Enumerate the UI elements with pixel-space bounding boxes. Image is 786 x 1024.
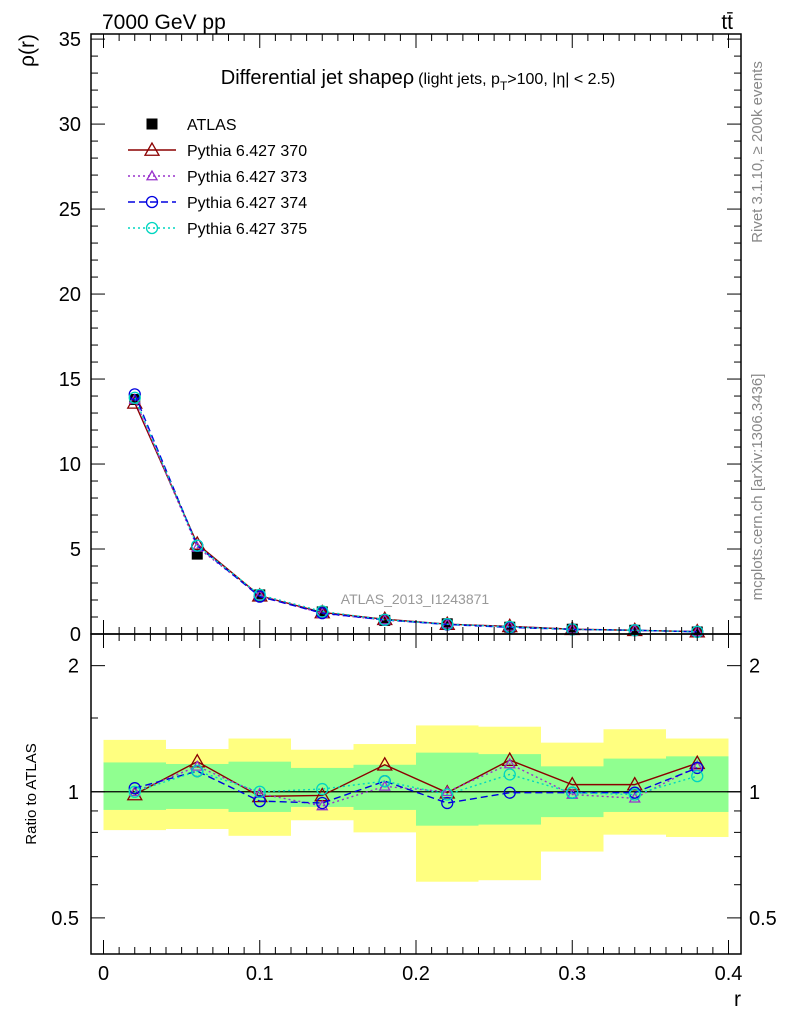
main-ylabel: ρ(r): [16, 34, 39, 67]
x-tick-label: 0.2: [402, 963, 430, 985]
ratio-pythia-6-427-373-point-6: [503, 757, 516, 769]
ratio-pythia-6-427-375-point-7: [566, 786, 579, 799]
ratio-pythia-6-427-370-point-8: [626, 776, 643, 791]
legend-label: ATLAS: [187, 117, 237, 134]
ratio-y-tick-label-right: 1: [749, 782, 760, 804]
ratio-y-tick-label-left: 2: [68, 656, 79, 678]
watermark-label: ATLAS_2013_I1243871: [341, 591, 490, 607]
main-y-tick-label: 35: [59, 29, 81, 51]
legend-pythia-6-427-374-point-0: [145, 195, 159, 209]
legend-atlas-point-0: [146, 118, 158, 130]
main-pythia-6-427-375-point-4: [378, 613, 391, 626]
ratio-band-inner: [353, 764, 416, 810]
main-y-tick-label: 25: [59, 199, 81, 221]
ratio-series-line: [134, 759, 698, 798]
ratio-panel: 0.5 0.5 1 1 2 2 0 0.1 0.2 0.3 0.4 Ratio to ATLAS r: [23, 633, 777, 1011]
legend-pythia-6-427-375-point-0: [145, 221, 159, 235]
legend-pythia-6-427-373-point-0: [145, 169, 159, 181]
ratio-series-line: [134, 763, 698, 807]
ratio-pythia-6-427-373-point-5: [441, 785, 454, 797]
main-y-tick-label: 20: [59, 284, 81, 306]
ratio-pythia-6-427-375-point-4: [378, 775, 391, 788]
ratio-pythia-6-427-374-point-2: [253, 794, 266, 808]
legend-label: Pythia 6.427 370: [187, 143, 307, 160]
subtitle-part-a: (light jets, p: [418, 71, 500, 88]
subtitle-part-b: >100, |η| < 2.5): [507, 71, 615, 88]
legend-item-pythia-6-427-373: Pythia 6.427 373: [128, 169, 307, 186]
ratio-pythia-6-427-374-point-3: [316, 796, 329, 810]
main-y-tick-label: 5: [70, 539, 81, 561]
legend-item-pythia-6-427-370: Pythia 6.427 370: [128, 141, 307, 160]
legend-item-atlas: ATLAS: [146, 117, 237, 134]
main-panel: 0 5 10 15 20 25 30 35 ρ(r) Differential jet sha…: [16, 29, 742, 646]
main-y-tick-label: 0: [70, 624, 81, 646]
legend-label: Pythia 6.427 374: [187, 195, 307, 212]
main-y-tick-label: 10: [59, 454, 81, 476]
legend-item-pythia-6-427-375: Pythia 6.427 375: [128, 221, 307, 238]
svg-text:Differential jet shapeρ(light: Differential jet shapeρ (light jets, pT>1…: [221, 67, 615, 93]
main-atlas-point-4: [379, 614, 391, 626]
ratio-pythia-6-427-373-point-3: [316, 799, 329, 811]
ratio-pythia-6-427-375-point-0: [128, 785, 141, 798]
main-y-tick-label: 30: [59, 114, 81, 136]
beam-label: 7000 GeV pp: [102, 11, 226, 34]
ratio-y-tick-label-left: 1: [68, 782, 79, 804]
main-pythia-6-427-375-point-3: [316, 605, 329, 618]
ratio-pythia-6-427-375-point-6: [503, 768, 516, 781]
x-tick-label: 0.4: [715, 963, 743, 985]
legend-pythia-6-427-370-point-0: [143, 141, 161, 156]
legend-item-pythia-6-427-374: Pythia 6.427 374: [128, 195, 307, 212]
process-label: tt̄: [721, 11, 733, 34]
ratio-pythia-6-427-370-point-4: [376, 756, 393, 771]
ratio-pythia-6-427-374-point-9: [691, 761, 704, 775]
ratio-pythia-6-427-370-point-6: [501, 751, 518, 767]
legend-label: Pythia 6.427 373: [187, 169, 307, 186]
title-symbol: ρ: [403, 67, 414, 89]
ratio-pythia-6-427-375-point-2: [253, 785, 266, 798]
ratio-pythia-6-427-374-point-0: [128, 782, 141, 795]
main-atlas-point-1: [191, 548, 203, 560]
main-pythia-6-427-375-point-1: [191, 539, 204, 552]
x-axis-label: r: [734, 988, 741, 1011]
main-pythia-6-427-370-point-1: [189, 535, 206, 550]
ratio-pythia-6-427-373-point-0: [128, 785, 141, 797]
main-pythia-6-427-370-point-4: [376, 610, 393, 626]
ratio-y-tick-label-right: 0.5: [749, 908, 777, 930]
x-tick-label: 0: [98, 963, 109, 985]
main-pythia-6-427-374-point-0: [128, 388, 141, 401]
ratio-series-pythia-6-427-375: [128, 765, 704, 801]
ratio-band-inner: [666, 756, 729, 812]
ratio-pythia-6-427-375-point-8: [628, 788, 641, 801]
main-pythia-6-427-375-point-2: [253, 588, 266, 602]
title-text: Differential jet shape: [221, 67, 403, 89]
ratio-pythia-6-427-375-point-3: [316, 782, 329, 796]
x-tick-label: 0.3: [558, 963, 586, 985]
ratio-pythia-6-427-375-point-5: [441, 788, 454, 801]
ratio-series-line: [134, 767, 698, 804]
ratio-pythia-6-427-370-point-1: [189, 753, 206, 768]
main-y-tick-label: 15: [59, 369, 81, 391]
mcplots-label: mcplots.cern.ch [arXiv:1306.3436]: [749, 374, 766, 601]
ratio-pythia-6-427-374-point-5: [441, 796, 454, 810]
chart-title: Differential jet shapeρ (light jets, pT>1…: [221, 67, 615, 93]
ratio-pythia-6-427-375-point-1: [191, 765, 204, 778]
ratio-y-tick-label-right: 2: [749, 656, 760, 678]
rivet-version-label: Rivet 3.1.10, ≥ 200k events: [749, 61, 766, 243]
ratio-pythia-6-427-375-point-9: [691, 769, 704, 783]
ratio-pythia-6-427-374-point-6: [503, 786, 516, 799]
x-tick-label: 0.1: [246, 963, 274, 985]
main-pythia-6-427-373-point-2: [253, 589, 266, 601]
subtitle-sub: T: [500, 79, 508, 93]
main-pythia-6-427-375-point-0: [128, 391, 141, 404]
ratio-ylabel: Ratio to ATLAS: [23, 743, 40, 844]
legend-label: Pythia 6.427 375: [187, 221, 307, 238]
legend: ATLAS Pythia 6.427 370 Pythia 6.427 373 Pyt…: [128, 117, 307, 238]
ratio-y-tick-label-left: 0.5: [51, 908, 79, 930]
